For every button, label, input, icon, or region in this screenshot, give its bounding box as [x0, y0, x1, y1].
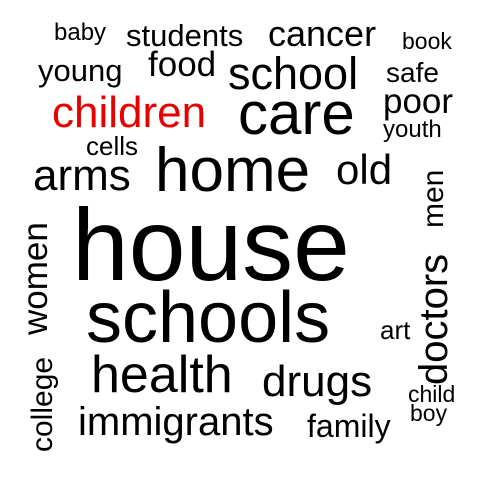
word-youth: youth: [383, 116, 442, 143]
word-poor: poor: [383, 82, 454, 121]
word-young: young: [38, 53, 123, 88]
word-students: students: [126, 18, 244, 53]
word-safe: safe: [386, 57, 439, 88]
word-child: child: [408, 381, 456, 407]
word-baby: baby: [54, 19, 107, 46]
word-schools: schools: [86, 278, 331, 358]
word-health: health: [91, 346, 233, 404]
word-home: home: [155, 136, 311, 205]
word-cancer: cancer: [268, 13, 377, 54]
word-school: school: [228, 48, 359, 99]
word-book: book: [402, 28, 452, 54]
word-family: family: [307, 408, 391, 444]
word-drugs: drugs: [262, 357, 373, 406]
word-doctors: doctors: [412, 253, 456, 385]
word-old: old: [336, 146, 393, 193]
word-care: care: [238, 80, 355, 147]
word-college: college: [26, 356, 59, 452]
word-cells: cells: [86, 131, 139, 161]
word-immigrants: immigrants: [78, 400, 274, 444]
word-food: food: [148, 45, 217, 84]
word-arms: arms: [33, 151, 131, 200]
word-women: women: [16, 222, 55, 335]
word-art: art: [380, 315, 411, 345]
word-men: men: [417, 169, 450, 228]
word-boy: boy: [410, 400, 448, 426]
word-house: house: [72, 188, 350, 302]
word-children-highlighted: children: [52, 88, 207, 137]
